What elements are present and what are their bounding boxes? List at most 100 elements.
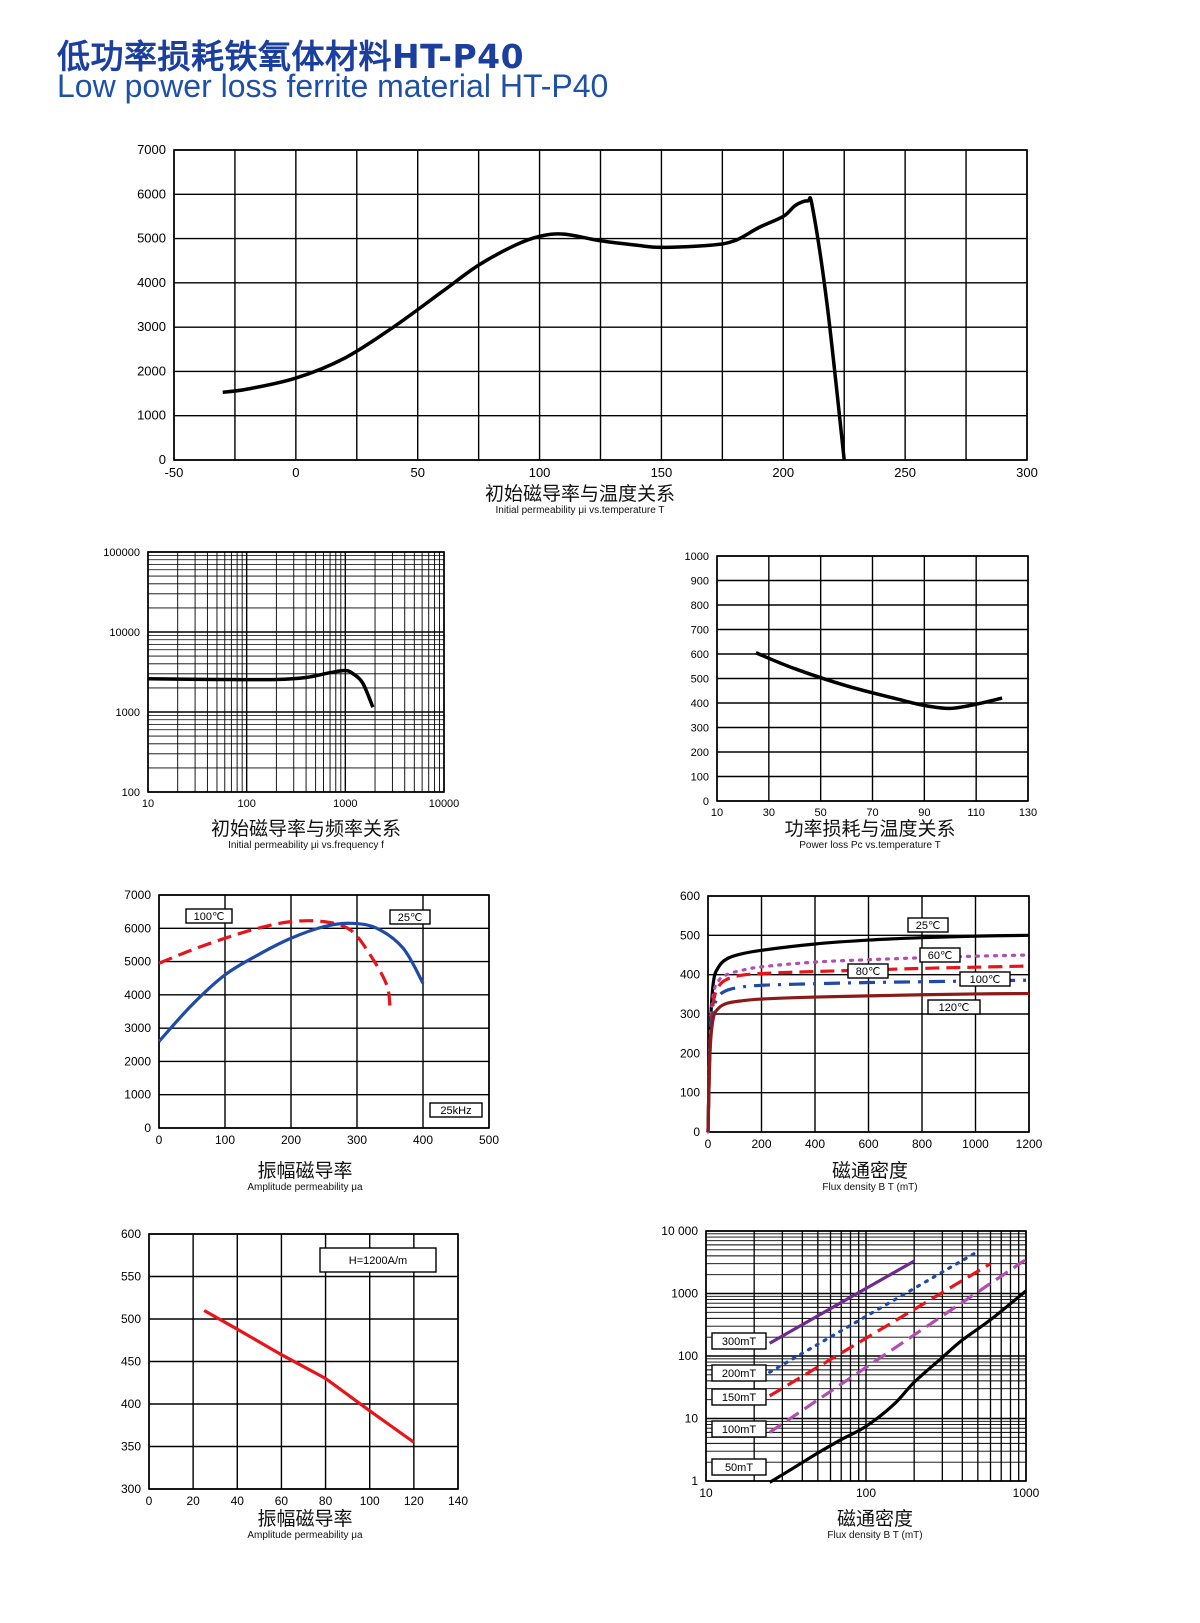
y-tick-label: 3000	[124, 1021, 151, 1035]
series-label: H=1200A/m	[349, 1255, 407, 1267]
x-tick-label: 130	[1019, 807, 1037, 819]
y-tick-label: 2000	[137, 363, 166, 378]
series-label-box: 80℃	[847, 963, 889, 979]
series-label: 100mT	[722, 1424, 757, 1436]
x-tick-label: 80	[319, 1494, 333, 1508]
x-tick-label: 10	[711, 807, 723, 819]
series-line-0	[158, 919, 392, 1009]
y-tick-label: 3000	[137, 319, 166, 334]
caption-chinese: 初始磁导率与频率关系	[210, 818, 401, 840]
x-tick-label: 600	[858, 1137, 878, 1151]
y-tick-label: 100	[678, 1349, 698, 1363]
series-label-box: H=1200A/m	[319, 1247, 437, 1273]
x-tick-label: 30	[763, 807, 775, 819]
caption-chinese: 功率损耗与温度关系	[784, 818, 956, 840]
series-label: 25℃	[916, 920, 941, 932]
title-english: Low power loss ferrite material HT-P40	[57, 68, 609, 104]
x-tick-label: 0	[156, 1133, 163, 1147]
y-tick-label: 200	[691, 747, 709, 759]
x-tick-label: 10	[142, 798, 154, 810]
title-chinese: 低功率损耗铁氧体材料HT-P40	[57, 37, 525, 76]
y-tick-label: 600	[680, 889, 700, 903]
series-label: 25℃	[398, 912, 423, 924]
x-tick-label: 200	[751, 1137, 771, 1151]
series-label-box: 100℃	[185, 908, 233, 924]
y-tick-label: 400	[680, 968, 700, 982]
chart-caption: 初始磁导率与频率关系 Initial permeability μi vs.fre…	[146, 818, 466, 851]
series-label: 50mT	[725, 1462, 753, 1474]
series-label: 100℃	[194, 911, 225, 923]
grid	[147, 551, 445, 793]
y-tick-label: 550	[121, 1270, 141, 1284]
x-tick-label: 200	[772, 465, 794, 480]
x-tick-label: 0	[292, 465, 299, 480]
y-tick-label: 6000	[124, 921, 151, 935]
series-label: 150mT	[722, 1392, 757, 1404]
y-tick-label: 1000	[671, 1287, 698, 1301]
series-label: 60℃	[928, 950, 953, 962]
y-tick-label: 0	[693, 1125, 700, 1139]
series-label: 25kHz	[440, 1105, 471, 1117]
x-tick-label: 0	[705, 1137, 712, 1151]
y-tick-label: 300	[691, 723, 709, 735]
y-tick-label: 10	[685, 1412, 699, 1426]
series-label-box: 50mT	[711, 1458, 767, 1476]
series-line-0	[755, 651, 1003, 711]
x-tick-label: 100	[529, 465, 551, 480]
y-tick-label: 400	[691, 698, 709, 710]
x-tick-label: -50	[165, 465, 184, 480]
series-label: 200mT	[722, 1368, 757, 1380]
series-line-0	[706, 933, 1030, 1133]
series-label-box: 100℃	[959, 971, 1011, 987]
x-tick-label: 150	[651, 465, 673, 480]
grid	[707, 895, 1030, 1133]
y-tick-label: 10 000	[661, 1224, 698, 1238]
series-line-0	[222, 196, 846, 461]
y-tick-label: 1000	[137, 408, 166, 423]
y-tick-label: 7000	[137, 142, 166, 157]
x-tick-label: 120	[404, 1494, 424, 1508]
chart-c4: 0 100 200 300 400 500010002000300040005000600…	[124, 888, 499, 1147]
x-tick-label: 110	[967, 807, 985, 819]
caption-english: Power loss Pc vs.temperature T	[799, 840, 941, 851]
series-line-3	[768, 1258, 1027, 1434]
caption-english: Flux density B T (mT)	[827, 1530, 923, 1541]
y-tick-label: 500	[680, 928, 700, 942]
series-label-box: 60℃	[919, 947, 961, 963]
y-tick-label: 5000	[137, 231, 166, 246]
x-tick-label: 40	[231, 1494, 245, 1508]
y-tick-label: 1000	[124, 1088, 151, 1102]
y-tick-label: 1000	[685, 551, 709, 563]
x-tick-label: 10	[699, 1486, 713, 1500]
y-tick-label: 300	[121, 1482, 141, 1496]
series-label-box: 120℃	[927, 999, 981, 1015]
grid	[716, 555, 1029, 802]
x-tick-label: 70	[866, 807, 878, 819]
y-tick-label: 5000	[124, 955, 151, 969]
chart-caption: 振幅磁导率 Amplitude permeability μa	[170, 1160, 440, 1193]
x-tick-label: 400	[413, 1133, 433, 1147]
y-tick-label: 500	[121, 1312, 141, 1326]
plot-frame	[147, 551, 445, 793]
x-tick-label: 50	[815, 807, 827, 819]
x-tick-label: 20	[186, 1494, 200, 1508]
y-tick-label: 500	[691, 674, 709, 686]
y-tick-label: 0	[159, 452, 166, 467]
x-tick-label: 250	[894, 465, 916, 480]
plot-frame	[716, 555, 1029, 802]
y-tick-label: 200	[680, 1046, 700, 1060]
y-tick-label: 1000	[116, 707, 140, 719]
caption-chinese: 磁通密度	[836, 1508, 913, 1530]
series-line-1	[157, 921, 425, 1043]
plot-frame	[707, 895, 1030, 1133]
x-tick-label: 90	[918, 807, 930, 819]
series-label: 80℃	[856, 966, 881, 978]
series-label-box: 100mT	[711, 1420, 767, 1438]
y-tick-label: 4000	[124, 988, 151, 1002]
grid	[173, 149, 1028, 461]
caption-english: Amplitude permeability μa	[247, 1530, 363, 1541]
x-tick-label: 60	[275, 1494, 289, 1508]
x-tick-label: 400	[805, 1137, 825, 1151]
